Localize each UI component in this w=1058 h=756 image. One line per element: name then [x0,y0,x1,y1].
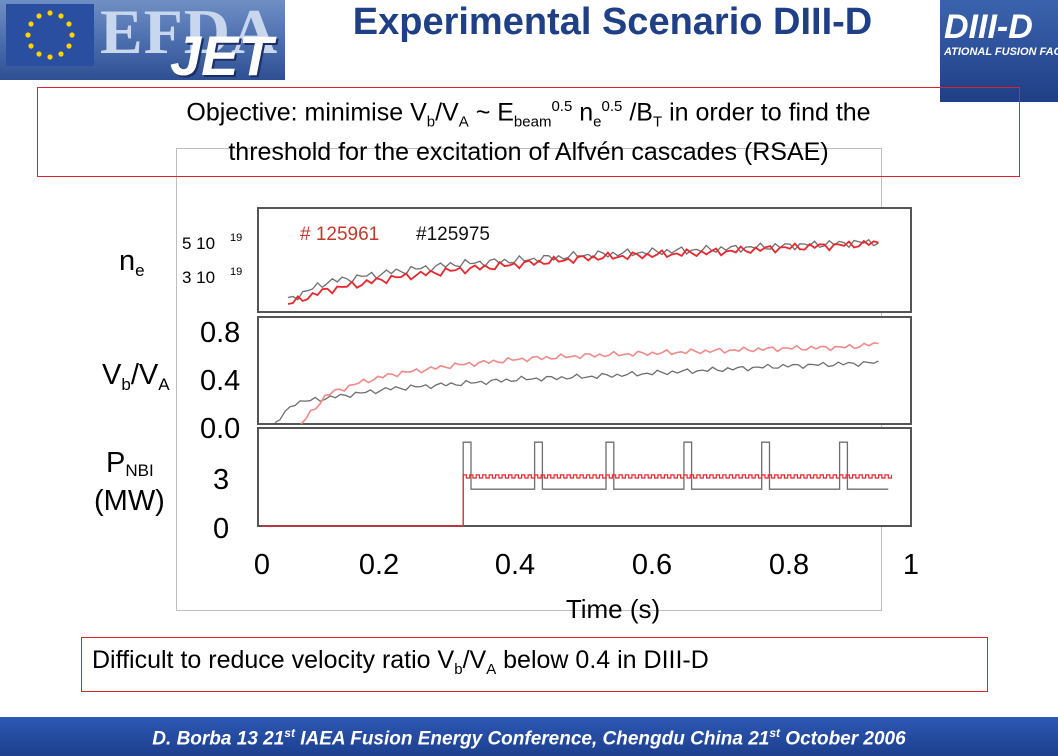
pnbi-tick-label: 3 [213,464,229,496]
diii-d-logo-subtext: ATIONAL FUSION FACILITY [944,46,1058,58]
ne-row-label: ne [119,245,145,280]
pnbi-unit-label: (MW) [94,485,165,517]
x-tick-label: 0.4 [495,549,535,581]
footer-bar [0,717,1058,756]
panel-ne-frame [257,207,912,313]
vr-tick-label: 0.0 [200,413,240,445]
efda-jet-logo [0,0,285,80]
page-title: Experimental Scenario DIII-D [352,1,873,43]
eu-flag-icon [6,4,94,66]
x-tick-label: 0.2 [359,549,399,581]
pnbi-tick-label: 0 [213,513,229,545]
objective-text-line2: threshold for the excitation of Alfvén c… [228,138,829,166]
panel-vr-frame [257,316,912,425]
legend-shot-red: # 125961 [300,224,379,245]
jet-logo-text: JET [170,24,273,87]
vr-series-line-gray [274,360,879,424]
vr-row-label: Vb/VA [102,359,170,394]
vr-tick-label: 0.8 [200,317,240,349]
efda-logo-text: EFDA [100,0,279,67]
objective-box [37,87,1020,177]
ne-series-line-red [287,239,879,305]
x-axis-label: Time (s) [566,594,660,624]
ne-tick-label: 5 10 [182,234,215,253]
ne-tick-label: 3 10 [182,268,215,287]
x-tick-label: 0.8 [769,549,809,581]
vr-series-line-red [300,342,879,425]
panel-pnbi-frame [257,427,912,527]
ne-tick-exponent: 19 [230,232,242,244]
legend-shot-gray: #125975 [416,224,490,245]
x-tick-label: 0.6 [632,549,672,581]
pnbi-series-line-gray [262,441,889,527]
x-tick-label: 0 [254,549,270,581]
conclusion-box [81,637,988,692]
x-tick-label: 1 [903,549,919,581]
diii-d-logo [940,0,1058,102]
footer-text: D. Borba 13 21st IAEA Fusion Energy Conf… [152,726,906,750]
pnbi-series-line-red [262,474,893,527]
vr-tick-label: 0.4 [200,365,240,397]
objective-text: Objective: minimise Vb/VA ~ Ebeam0.5 ne0… [186,98,871,131]
conclusion-text: Difficult to reduce velocity ratio Vb/VA… [92,646,709,678]
diii-d-logo-text: DIII-D [944,8,1033,46]
ne-tick-exponent: 19 [230,266,242,278]
pnbi-row-label: PNBI [106,447,154,480]
